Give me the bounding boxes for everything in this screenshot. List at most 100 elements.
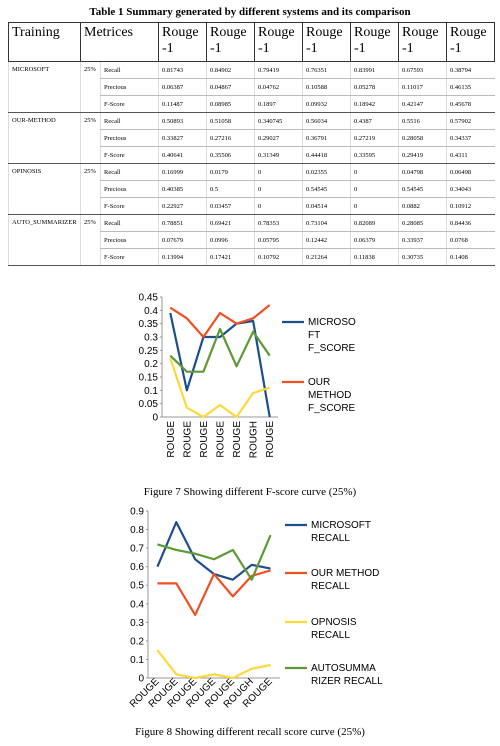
data-row: Precious 0.06387 0.04867 0.04762 0.10588 0.05…	[9, 78, 495, 96]
cell-value: 0.78353	[254, 214, 303, 232]
cell-value: 0.36791	[302, 129, 351, 147]
cell-value: 0.1897	[254, 95, 303, 113]
cell-value: 0.0768	[446, 231, 495, 249]
x-tick-label: ROUGE	[182, 421, 193, 458]
metric: Precious	[100, 129, 159, 147]
cell-value: 0.81743	[158, 61, 207, 79]
cell-value: 0	[350, 197, 399, 215]
cell-value: 0.07679	[158, 231, 207, 249]
series-line	[157, 569, 271, 617]
data-row: Precious 0.33827 0.27216 0.29027 0.36791 0.27…	[9, 129, 495, 147]
header-cell: Rouge -1	[206, 22, 255, 62]
cell-value: 0.44418	[302, 146, 351, 164]
metric: F-Score	[100, 197, 159, 215]
y-tick-label: 0.3	[130, 618, 144, 629]
metric: F-Score	[100, 146, 159, 164]
series-line	[169, 327, 271, 373]
header-cell: Rouge -1	[254, 22, 303, 62]
cell-value: 0.30735	[398, 248, 447, 266]
cell-value: 0.33937	[398, 231, 447, 249]
figure-caption: Figure 7 Showing different F-score curve…	[143, 486, 357, 498]
header-cell: Rouge -1	[350, 22, 399, 62]
y-tick-label: 0.05	[139, 399, 159, 410]
x-tick-label: ROUGE	[232, 421, 243, 458]
data-row: F-Score 0.22927 0.03457 0 0.04514 0 0.0882 0.10…	[9, 197, 495, 215]
cell-value: 0.18942	[350, 95, 399, 113]
y-tick-label: 0.9	[130, 507, 144, 518]
cell-value: 0.46135	[446, 78, 495, 96]
cell-value: 0.05278	[350, 78, 399, 96]
series-line	[169, 304, 271, 339]
x-tick-label: ROUGE	[199, 421, 210, 458]
cell-value: 0.82089	[350, 214, 399, 232]
percent: 25%	[80, 163, 101, 215]
cell-value: 0.05795	[254, 231, 303, 249]
cell-value: 0.03457	[206, 197, 255, 215]
cell-value: 0.5516	[398, 112, 447, 130]
y-tick-label: 0.7	[130, 544, 144, 555]
y-tick-label: 0.25	[139, 346, 159, 357]
cell-value: 0.34043	[446, 180, 495, 198]
cell-value: 0.10588	[302, 78, 351, 96]
cell-value: 0.06387	[158, 78, 207, 96]
cell-value: 0.08985	[206, 95, 255, 113]
cell-value: 0.11487	[158, 95, 207, 113]
x-tick-label: ROUGH	[249, 421, 260, 458]
cell-value: 0.04867	[206, 78, 255, 96]
cell-value: 0.4387	[350, 112, 399, 130]
metric: Recall	[100, 61, 159, 79]
cell-value: 0.28085	[398, 214, 447, 232]
cell-value: 0.45678	[446, 95, 495, 113]
cell-value: 0.33827	[158, 129, 207, 147]
cell-value: 0.11838	[350, 248, 399, 266]
cell-value: 0.4311	[446, 146, 495, 164]
cell-value: 0.16999	[158, 163, 207, 181]
x-tick-label: ROUGE	[166, 421, 177, 458]
cell-value: 0.12442	[302, 231, 351, 249]
cell-value: 0.73104	[302, 214, 351, 232]
y-tick-label: 0.4	[130, 599, 144, 610]
metric: Precious	[100, 180, 159, 198]
series-line	[169, 312, 271, 418]
metric: F-Score	[100, 248, 159, 266]
summary-table: Training Metrices Rouge -1 Rouge -1 Rouge -1…	[8, 22, 495, 266]
cell-value: 0.10792	[254, 248, 303, 266]
metric: Recall	[100, 112, 159, 130]
legend-label: OUR METHOD RECALL	[311, 568, 380, 592]
cell-value: 0	[254, 197, 303, 215]
cell-value: 0.02355	[302, 163, 351, 181]
cell-value: 0.33595	[350, 146, 399, 164]
cell-value: 0	[254, 180, 303, 198]
cell-value: 0.11017	[398, 78, 447, 96]
y-tick-label: 0.1	[130, 655, 144, 666]
cell-value: 0.1408	[446, 248, 495, 266]
cell-value: 0.04514	[302, 197, 351, 215]
cell-value: 0.29419	[398, 146, 447, 164]
cell-value: 0.76351	[302, 61, 351, 79]
legend-label: MICROSOFT F_SCORE	[308, 317, 356, 354]
y-tick-label: 0.4	[144, 306, 158, 317]
data-row: F-Score 0.40641 0.35506 0.31349 0.44418 0.335…	[9, 146, 495, 164]
metric: F-Score	[100, 95, 159, 113]
cell-value: 0.340745	[254, 112, 303, 130]
cell-value: 0.04798	[398, 163, 447, 181]
cell-value: 0.0882	[398, 197, 447, 215]
cell-value: 0	[350, 180, 399, 198]
y-tick-label: 0	[138, 674, 144, 685]
figure-caption: Figure 8 Showing different recall score …	[135, 726, 365, 738]
legend-label: OUR METHOD F_SCORE	[308, 377, 356, 414]
cell-value: 0.27216	[206, 129, 255, 147]
cell-value: 0.78851	[158, 214, 207, 232]
header-cell: Training	[8, 22, 81, 62]
cell-value: 0.10912	[446, 197, 495, 215]
y-tick-label: 0.8	[130, 525, 144, 536]
data-row: Precious 0.40385 0.5 0 0.54545 0 0.54545 0.3404…	[9, 180, 495, 198]
cell-value: 0.27219	[350, 129, 399, 147]
system-name: OPINOSIS	[8, 163, 81, 215]
y-tick-label: 0.2	[144, 359, 158, 370]
data-row: F-Score 0.13994 0.17421 0.10792 0.21264 0.118…	[9, 248, 495, 266]
cell-value: 0.40641	[158, 146, 207, 164]
header-cell: Metrices	[80, 22, 159, 62]
